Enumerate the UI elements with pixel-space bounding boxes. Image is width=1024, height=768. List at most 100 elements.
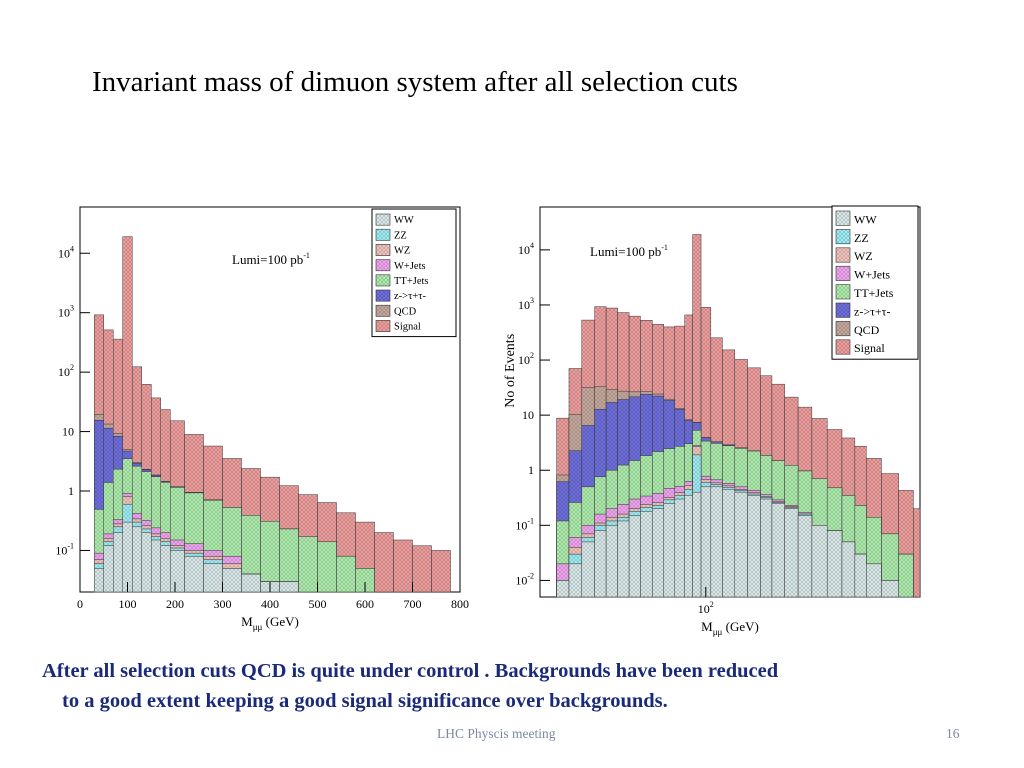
chart-left-xtick-0: 0 [77, 597, 83, 611]
chart-left-xtick-6: 600 [356, 597, 374, 611]
chart-right-bar-ww-12 [684, 495, 693, 598]
chart-left-bar-signal-23 [431, 550, 451, 593]
chart-left-legend: WW ZZ WZ W+Jets TT+Jets z->τ+τ- QCD Signal [371, 208, 457, 338]
chart-right-bar-ww-15 [710, 486, 723, 598]
chart-left-xtick-4: 400 [261, 597, 279, 611]
chart-right-bar-ww-1 [556, 580, 570, 598]
chart-right-bar-ww-6 [617, 520, 630, 598]
chart-right-ytick-3: 10 [522, 408, 534, 422]
chart-right-bar-ww-20 [771, 503, 785, 598]
chart-right-ytick-0: 10-2 [515, 571, 534, 587]
chart-right-bar-ww-24 [826, 530, 843, 598]
chart-left-series-ww [94, 521, 299, 593]
chart-left-ytick-1: 1 [68, 484, 74, 498]
chart-left-legend-swatch-zz [375, 228, 391, 241]
chart-right-legend-label-signal: Signal [854, 341, 885, 355]
chart-right-ytick-5: 103 [518, 296, 534, 312]
chart-left-ytick-5: 104 [58, 244, 74, 260]
chart-left-xtick-5: 500 [309, 597, 327, 611]
chart-right-legend-swatch-tt-jets [835, 284, 851, 300]
chart-right-bar-tt-jets-29 [898, 553, 914, 598]
chart-left-bar-ww-10 [184, 555, 204, 593]
chart-left-bar-signal-20 [374, 532, 394, 593]
chart-left-legend-swatch-qcd [375, 304, 391, 317]
chart-right-legend-label-z: z->τ+τ- [854, 304, 891, 318]
chart-left-legend-label-qcd: QCD [394, 306, 417, 317]
chart-right-legend-swatch-ww [835, 210, 851, 226]
chart-left-bar-ww-2 [103, 545, 114, 593]
chart-left-legend-label-tt-jets: TT+Jets [394, 276, 429, 287]
chart-right-xtick-0: 102 [698, 600, 714, 616]
chart-right-legend-label-wz: WZ [854, 249, 873, 263]
chart-left-bar-ww-13 [241, 573, 261, 593]
chart-left-bar-ww-12 [222, 568, 242, 593]
chart-left-legend-label-w-jets: W+Jets [394, 261, 426, 272]
chart-right-legend-label-qcd: QCD [854, 323, 880, 337]
chart-right-ytick-4: 102 [518, 351, 534, 367]
chart-left-xtick-3: 300 [214, 597, 232, 611]
chart-left-bar-ww-8 [160, 545, 171, 593]
chart-right-legend-swatch-w-jets [835, 265, 851, 281]
chart-left-bar-ww-9 [170, 550, 185, 593]
chart-right-bar-ww-5 [605, 525, 618, 598]
chart-right-ytick-6: 104 [518, 241, 534, 257]
chart-right: 10-2 10-1 1 10 102 103 104 102 Mμμ (GeV) No of Ev… [503, 205, 921, 637]
body-text-line-1: After all selection cuts QCD is quite un… [42, 660, 779, 682]
chart-left-legend-swatch-z [375, 289, 391, 302]
chart-right-bar-ww-10 [663, 503, 676, 598]
chart-left-ytick-4: 103 [58, 304, 74, 320]
chart-right-bar-ww-22 [797, 515, 813, 598]
chart-right-legend-label-w-jets: W+Jets [854, 268, 890, 282]
chart-right-legend-label-ww: WW [854, 212, 877, 226]
chart-left-bar-ww-11 [203, 563, 223, 593]
chart-right-ylabel: No of Events [503, 334, 518, 408]
chart-left-xlabel: Mμμ (GeV) [241, 614, 299, 632]
chart-left-xtick-2: 200 [166, 597, 184, 611]
chart-left-legend-swatch-ww [375, 213, 391, 226]
chart-right-bar-ww-19 [760, 498, 773, 598]
chart-right-bar-ww-21 [784, 508, 799, 598]
chart-left-ytick-0: 10-1 [55, 541, 74, 557]
chart-left-bar-ww-5 [132, 526, 142, 593]
chart-left-bar-ww-3 [113, 532, 123, 593]
chart-right-legend-swatch-wz [835, 247, 851, 263]
chart-right-bar-signal-30 [913, 508, 921, 598]
chart-right-legend-swatch-zz [835, 229, 851, 245]
chart-left-ytick-3: 102 [58, 363, 74, 379]
chart-right-legend-swatch-signal [835, 339, 851, 355]
chart-left-bar-tt-jets-17 [317, 541, 337, 593]
chart-right-bar-ww-17 [734, 491, 748, 598]
chart-left-bar-ww-15 [279, 581, 299, 593]
chart-left-xtick-1: 100 [119, 597, 137, 611]
chart-right-ytick-1: 10-1 [515, 516, 534, 532]
chart-right-ytick-2: 1 [528, 463, 534, 477]
chart-right-series-ww [556, 486, 899, 598]
chart-right-bar-ww-13 [692, 491, 702, 598]
chart-right-xlabel: Mμμ (GeV) [701, 619, 759, 637]
body-text: After all selection cuts QCD is quite un… [42, 656, 982, 716]
slide-title: Invariant mass of dimuon system after al… [92, 66, 738, 98]
chart-right-bar-ww-2 [568, 563, 583, 598]
chart-left-legend-swatch-signal [375, 320, 391, 332]
chart-right-bar-ww-26 [854, 553, 867, 598]
chart-left-legend-label-z: z->τ+τ- [394, 291, 426, 302]
chart-right-legend-swatch-z [835, 302, 851, 318]
chart-left-xtick-7: 700 [404, 597, 422, 611]
body-text-line-2: to a good extent keeping a good signal s… [62, 690, 668, 712]
chart-right-bar-ww-11 [674, 498, 685, 598]
chart-right-legend-label-zz: ZZ [854, 231, 869, 245]
chart-left-legend-swatch-wz [375, 244, 391, 256]
chart-right-bar-ww-16 [722, 489, 736, 598]
chart-left-bar-ww-4 [122, 521, 133, 593]
chart-left-bar-tt-jets-16 [298, 536, 318, 593]
footer-title: LHC Physcis meeting [437, 726, 556, 741]
chart-right-bar-ww-4 [594, 530, 607, 598]
chart-right-bar-ww-8 [640, 511, 653, 598]
chart-left-bar-ww-1 [94, 568, 104, 593]
chart-right-bar-ww-28 [881, 580, 899, 598]
chart-right-bar-ww-3 [581, 541, 595, 598]
chart-left-xtick-8: 800 [451, 597, 469, 611]
chart-right-bar-ww-23 [811, 525, 828, 598]
chart-right-bar-ww-9 [652, 508, 665, 598]
